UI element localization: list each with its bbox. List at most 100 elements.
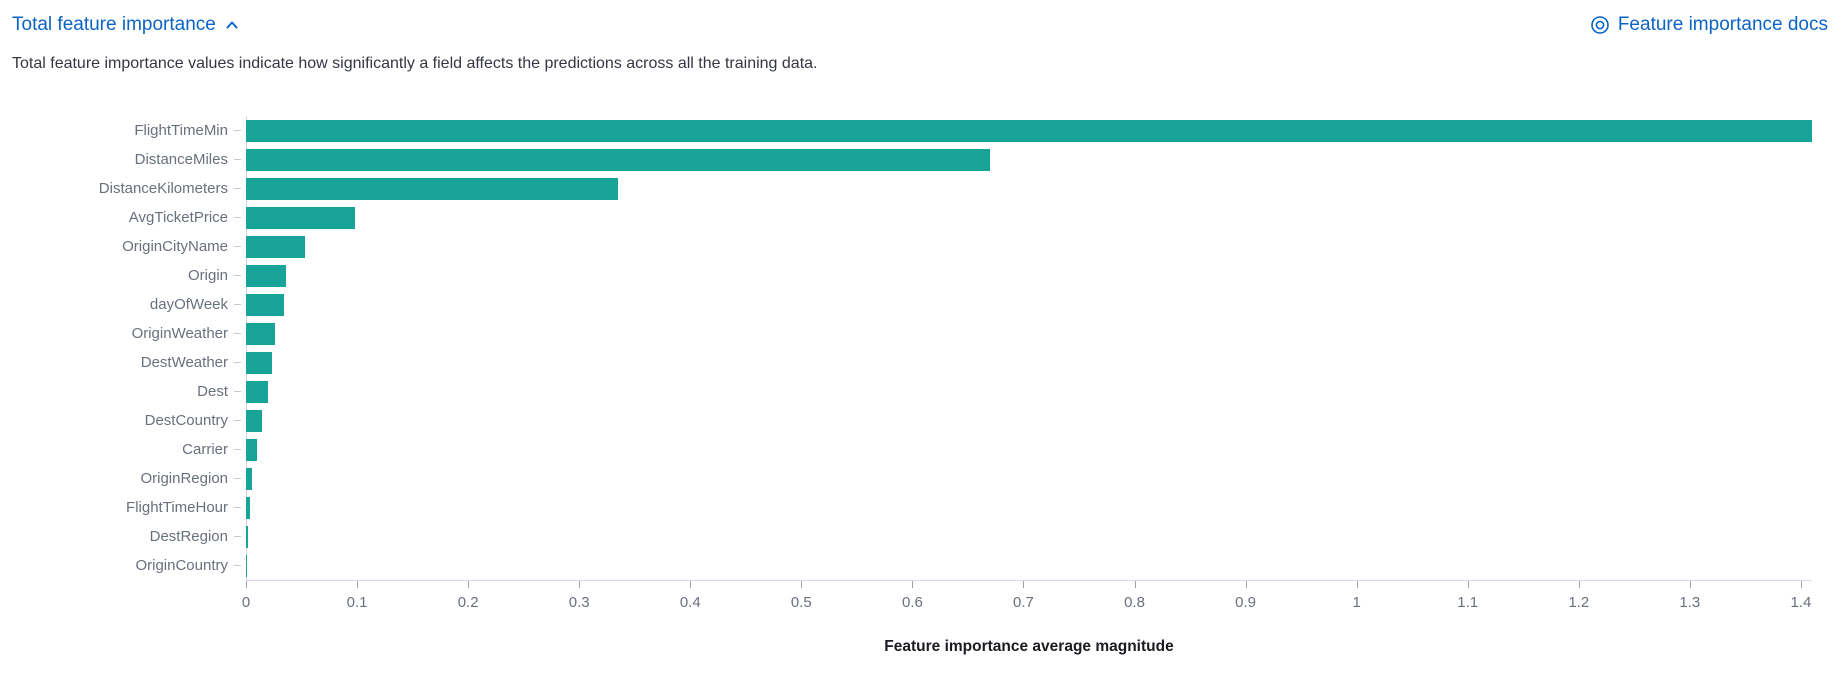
x-axis-tick-label: 0.5 (790, 594, 812, 611)
chart-row: FlightTimeHour (12, 493, 1812, 522)
x-axis-tick (801, 581, 803, 588)
category-label: dayOfWeek (149, 296, 228, 313)
panel-description: Total feature importance values indicate… (12, 55, 818, 72)
x-axis-tick-label: 0.2 (457, 594, 479, 611)
category-label: FlightTimeHour (126, 499, 228, 516)
importance-bar (246, 554, 247, 577)
importance-bar (246, 322, 275, 345)
chart-row: Origin (12, 261, 1812, 290)
panel-header: Total feature importance Feature importa… (12, 12, 1828, 38)
y-axis-tick (234, 159, 241, 160)
x-axis: 0 0.1 0.2 0.3 0.4 0.5 0.6 0.7 0.8 0.9 1 1.1 1.2 1.3 1.… (242, 580, 1812, 624)
bar-track (246, 525, 1812, 548)
y-axis-tick (234, 246, 241, 247)
chart-row: AvgTicketPrice (12, 203, 1812, 232)
bar-track (246, 119, 1812, 142)
bar-track (246, 496, 1812, 519)
x-axis-title: Feature importance average magnitude (884, 638, 1174, 655)
x-axis-tick-label: 0.4 (679, 594, 701, 611)
bar-track (246, 206, 1812, 229)
chart-row: OriginCityName (12, 232, 1812, 261)
y-axis-tick (234, 449, 241, 450)
docs-link-label: Feature importance docs (1617, 14, 1828, 35)
y-axis-tick (234, 478, 241, 479)
y-tick-area (234, 188, 246, 189)
x-axis-tick (1134, 581, 1136, 588)
importance-bar (246, 380, 269, 403)
bar-track (246, 380, 1812, 403)
y-axis-line (246, 116, 247, 580)
importance-bar (246, 351, 272, 374)
importance-bar (246, 235, 305, 258)
bar-track (246, 554, 1812, 577)
x-axis-tick-label: 1.4 (1790, 594, 1812, 611)
bar-track (246, 438, 1812, 461)
y-tick-area (234, 159, 246, 160)
category-label: DestRegion (149, 528, 228, 545)
chart-row: DestCountry (12, 406, 1812, 435)
y-tick-area (234, 275, 246, 276)
chart-row: Carrier (12, 435, 1812, 464)
x-axis-tick-label: 0.8 (1124, 594, 1145, 611)
x-axis-tick (1245, 581, 1247, 588)
importance-bar (246, 409, 262, 432)
x-axis-tick-label: 1 (1352, 594, 1361, 611)
y-tick-area (234, 362, 246, 363)
x-axis-tick (912, 581, 914, 588)
x-axis-tick (690, 581, 692, 588)
chart-row: DestRegion (12, 522, 1812, 551)
chart-row: DistanceMiles (12, 145, 1812, 174)
category-label: DistanceMiles (134, 151, 228, 168)
x-axis-tick (1467, 581, 1469, 588)
importance-bar (246, 206, 355, 229)
category-label: Carrier (182, 441, 228, 458)
x-axis-tick (246, 581, 247, 588)
x-axis-tick (468, 581, 470, 588)
y-tick-area (234, 536, 246, 537)
y-axis-tick (234, 217, 241, 218)
x-axis-tick (579, 581, 581, 588)
x-axis-tick-label: 0.3 (568, 594, 590, 611)
category-label: Dest (197, 383, 228, 400)
section-title: Total feature importance (12, 14, 216, 35)
x-axis-tick (1800, 581, 1802, 588)
feature-importance-chart: FlightTimeMin DistanceMiles DistanceKilome… (12, 116, 1828, 656)
importance-bar (246, 177, 619, 200)
y-axis-tick (234, 391, 241, 392)
category-label: DistanceKilometers (98, 180, 228, 197)
y-tick-area (234, 130, 246, 131)
chart-row: OriginRegion (12, 464, 1812, 493)
y-tick-area (234, 565, 246, 566)
x-axis-tick-label: 1.1 (1457, 594, 1479, 611)
category-label: OriginCityName (122, 238, 228, 255)
y-axis-tick (234, 362, 241, 363)
y-tick-area (234, 391, 246, 392)
category-label: OriginWeather (131, 325, 228, 342)
y-axis-tick (234, 507, 241, 508)
x-axis-tick (1689, 581, 1691, 588)
total-feature-importance-toggle[interactable]: Total feature importance (12, 12, 240, 38)
chart-row: DistanceKilometers (12, 174, 1812, 203)
x-axis-tick (1578, 581, 1580, 588)
category-label: FlightTimeMin (134, 122, 228, 139)
category-label: DestWeather (140, 354, 228, 371)
chart-row: FlightTimeMin (12, 116, 1812, 145)
x-axis-tick-label: 0.1 (346, 594, 368, 611)
y-axis-tick (234, 536, 241, 537)
chart-row: OriginCountry (12, 551, 1812, 580)
x-axis-tick-label: 0 (241, 594, 251, 611)
bar-track (246, 351, 1812, 374)
bar-track (246, 235, 1812, 258)
x-axis-tick-label: 0.9 (1235, 594, 1256, 611)
importance-bar (246, 148, 991, 171)
x-axis-tick-label: 0.6 (901, 594, 923, 611)
bar-track (246, 467, 1812, 490)
importance-bar (246, 264, 286, 287)
y-axis-tick (234, 304, 241, 305)
y-axis-tick (234, 420, 241, 421)
y-axis-tick (234, 275, 241, 276)
x-axis-tick (1356, 581, 1358, 588)
feature-importance-docs-link[interactable]: Feature importance docs (1590, 12, 1828, 38)
y-tick-area (234, 246, 246, 247)
